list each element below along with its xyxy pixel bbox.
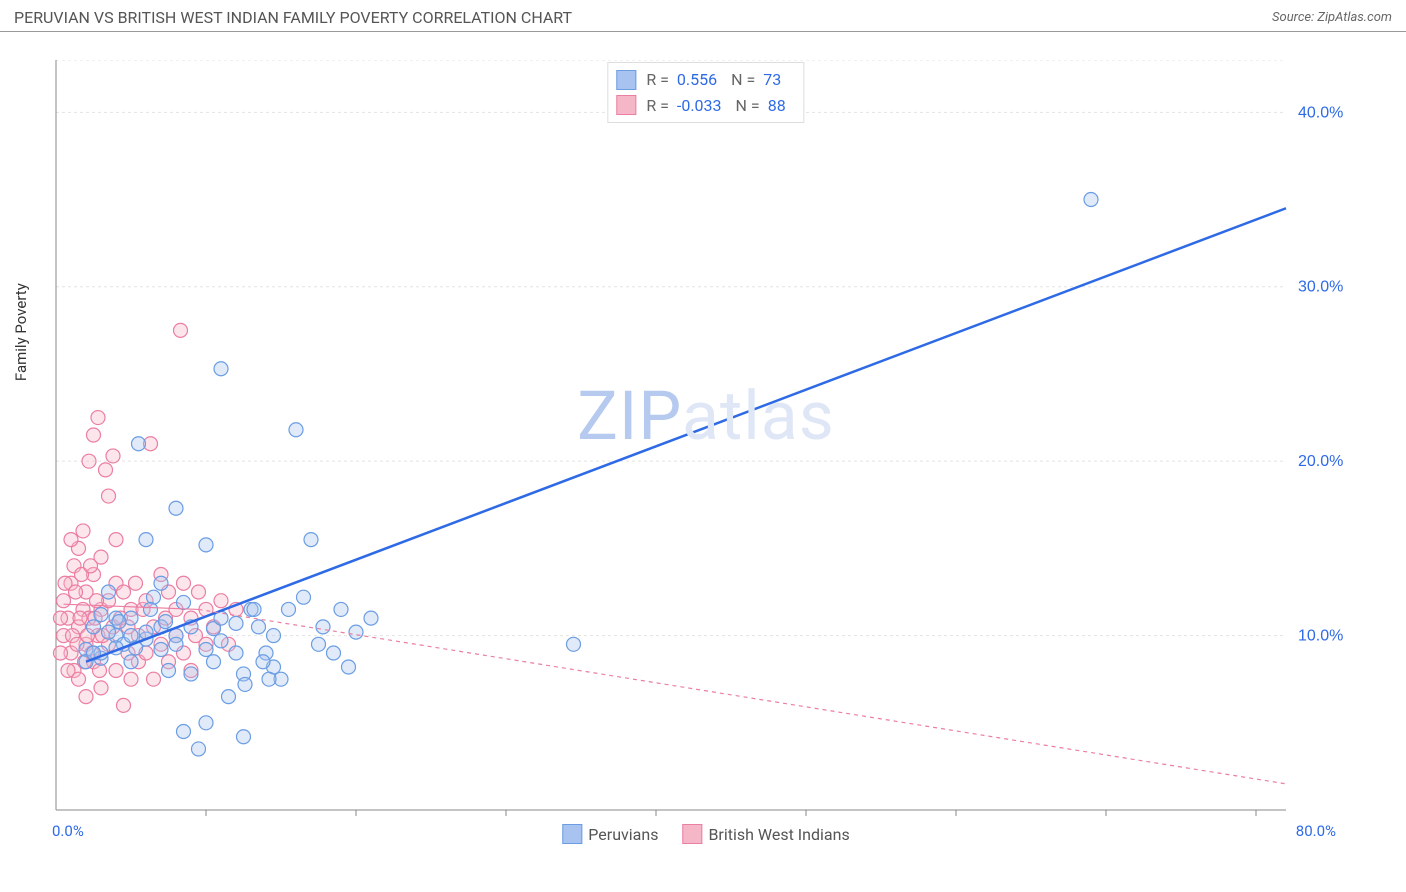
legend-item: Peruvians <box>562 824 658 844</box>
n-value: 73 <box>763 67 781 93</box>
scatter-chart: 10.0% 20.0% 30.0% 40.0% 0.0% 80.0% <box>46 60 1366 850</box>
chart-header: PERUVIAN VS BRITISH WEST INDIAN FAMILY P… <box>0 0 1406 32</box>
r-value: 0.556 <box>677 67 717 93</box>
n-label: N = <box>731 67 755 93</box>
r-label: R = <box>646 93 669 119</box>
n-label: N = <box>736 93 760 119</box>
swatch-icon <box>616 70 636 90</box>
bottom-legend: Peruvians British West Indians <box>562 824 849 844</box>
r-label: R = <box>646 67 669 93</box>
source-label: Source: ZipAtlas.com <box>1272 10 1392 25</box>
stats-row: R = -0.033 N = 88 <box>616 93 795 119</box>
svg-text:20.0%: 20.0% <box>1298 453 1343 470</box>
svg-text:80.0%: 80.0% <box>1296 822 1336 840</box>
svg-text:40.0%: 40.0% <box>1298 104 1343 121</box>
n-value: 88 <box>768 93 786 119</box>
legend-item: British West Indians <box>682 824 849 844</box>
r-value: -0.033 <box>677 93 722 119</box>
plot-area: R = 0.556 N = 73 R = -0.033 N = 88 ZIPat… <box>46 60 1366 850</box>
svg-text:30.0%: 30.0% <box>1298 279 1343 296</box>
legend-label: British West Indians <box>708 825 849 844</box>
legend-label: Peruvians <box>588 825 658 844</box>
y-axis-label: Family Poverty <box>12 283 30 381</box>
swatch-icon <box>616 95 636 115</box>
svg-text:10.0%: 10.0% <box>1298 628 1343 645</box>
stats-row: R = 0.556 N = 73 <box>616 67 795 93</box>
swatch-icon <box>562 824 582 844</box>
swatch-icon <box>682 824 702 844</box>
svg-text:0.0%: 0.0% <box>52 822 84 840</box>
chart-title: PERUVIAN VS BRITISH WEST INDIAN FAMILY P… <box>14 8 572 27</box>
stats-legend: R = 0.556 N = 73 R = -0.033 N = 88 <box>607 62 804 123</box>
